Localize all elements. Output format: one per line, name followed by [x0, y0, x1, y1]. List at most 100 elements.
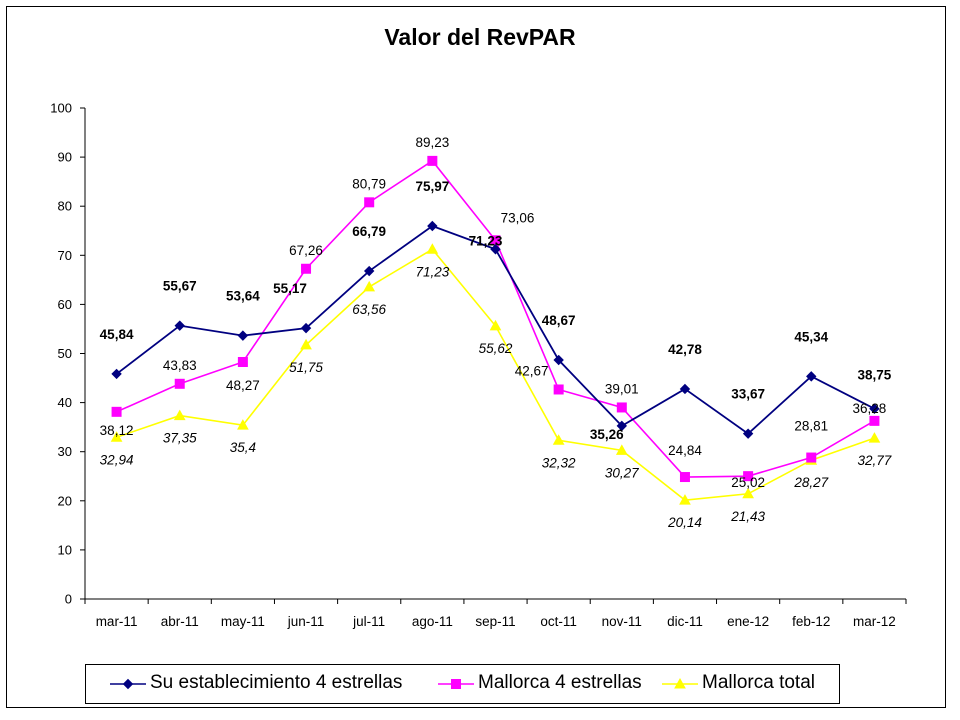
data-point — [237, 419, 249, 430]
data-label: 43,83 — [163, 358, 197, 373]
data-label: 75,97 — [415, 179, 449, 194]
legend: Su establecimiento 4 estrellas Mallorca … — [85, 664, 840, 704]
data-point — [868, 432, 881, 443]
x-tick-label: feb-12 — [792, 614, 830, 629]
data-point — [111, 368, 122, 380]
data-label: 71,23 — [469, 233, 503, 248]
y-tick-label: 30 — [58, 444, 72, 459]
data-point — [742, 487, 754, 499]
data-point — [869, 415, 880, 426]
data-label: 42,67 — [515, 363, 549, 378]
data-point — [364, 197, 375, 208]
x-tick-label: abr-11 — [161, 614, 199, 629]
data-point — [173, 409, 186, 421]
data-point — [490, 244, 501, 255]
data-point — [363, 280, 376, 292]
data-label: 39,01 — [605, 381, 639, 396]
data-label: 53,64 — [226, 289, 260, 304]
diamond-marker-icon — [110, 678, 146, 690]
legend-marker — [451, 679, 461, 689]
y-tick-label: 40 — [58, 395, 72, 410]
x-tick-label: mar-12 — [853, 614, 896, 629]
data-point — [679, 383, 691, 395]
x-tick-label: dic-11 — [667, 614, 703, 629]
series-line — [116, 159, 875, 478]
data-label: 51,75 — [289, 360, 323, 375]
x-tick-label: may-11 — [221, 614, 265, 629]
legend-label: Su establecimiento 4 estrellas — [150, 672, 403, 693]
data-label: 55,62 — [479, 341, 513, 356]
triangle-marker-icon — [662, 677, 698, 689]
data-point — [553, 354, 564, 366]
data-point — [174, 320, 185, 331]
data-label: 38,12 — [100, 423, 134, 438]
x-tick-label: sep-11 — [475, 614, 515, 629]
data-label: 63,56 — [352, 302, 386, 317]
data-label: 48,67 — [542, 313, 576, 328]
data-label: 35,26 — [590, 427, 624, 442]
data-point — [616, 420, 628, 432]
data-point — [111, 406, 122, 417]
data-label: 45,84 — [100, 327, 134, 342]
data-label: 30,27 — [605, 465, 639, 480]
legend-marker — [122, 678, 134, 690]
data-label: 38,75 — [858, 368, 892, 383]
series-line — [116, 248, 875, 501]
y-tick-label: 0 — [65, 592, 72, 607]
data-point — [427, 220, 438, 232]
data-point — [553, 384, 564, 395]
legend-label: Mallorca 4 estrellas — [478, 672, 642, 693]
data-label: 48,27 — [226, 378, 260, 393]
legend-label: Mallorca total — [702, 672, 815, 693]
y-tick-label: 20 — [58, 493, 72, 508]
x-tick-label: mar-11 — [96, 614, 138, 629]
data-label: 32,32 — [542, 455, 576, 470]
data-label: 71,23 — [415, 264, 449, 279]
data-label: 66,79 — [352, 224, 386, 239]
data-point — [110, 431, 123, 442]
x-tick-label: jun-11 — [287, 614, 325, 629]
data-label: 37,35 — [163, 431, 197, 446]
x-tick-label: ene-12 — [727, 614, 769, 629]
data-point — [552, 434, 565, 445]
data-point — [616, 402, 627, 413]
data-point — [743, 471, 754, 482]
data-label: 80,79 — [352, 176, 386, 191]
data-point — [679, 472, 690, 483]
data-point — [869, 403, 880, 414]
data-label: 20,14 — [667, 515, 702, 530]
x-tick-label: jul-11 — [352, 614, 385, 629]
data-point — [489, 319, 502, 331]
data-point — [742, 428, 754, 439]
data-label: 24,84 — [668, 443, 702, 458]
square-marker-icon — [438, 679, 474, 689]
y-tick-label: 10 — [58, 542, 72, 557]
data-point — [300, 338, 312, 350]
data-point — [679, 494, 691, 505]
data-label: 21,43 — [730, 509, 765, 524]
x-tick-label: nov-11 — [602, 614, 642, 629]
data-point — [615, 444, 628, 455]
data-point — [426, 243, 439, 254]
data-point — [301, 263, 312, 274]
data-point — [174, 378, 185, 389]
y-tick-label: 80 — [58, 199, 72, 214]
data-label: 32,94 — [100, 452, 134, 467]
data-point — [806, 452, 817, 463]
data-label: 28,27 — [793, 475, 828, 490]
data-point — [363, 265, 375, 277]
y-tick-label: 60 — [58, 297, 72, 312]
data-label: 55,67 — [163, 279, 197, 294]
data-label: 25,02 — [731, 475, 765, 490]
data-label: 42,78 — [668, 342, 702, 357]
legend-marker — [674, 677, 686, 689]
y-tick-label: 90 — [58, 150, 72, 165]
data-point — [237, 330, 249, 341]
data-label: 55,17 — [273, 281, 307, 296]
data-label: 32,77 — [858, 453, 892, 468]
data-label: 28,81 — [794, 419, 828, 434]
data-label: 36,28 — [853, 401, 887, 416]
data-label: 73,06 — [501, 210, 535, 225]
y-tick-label: 70 — [58, 248, 72, 263]
